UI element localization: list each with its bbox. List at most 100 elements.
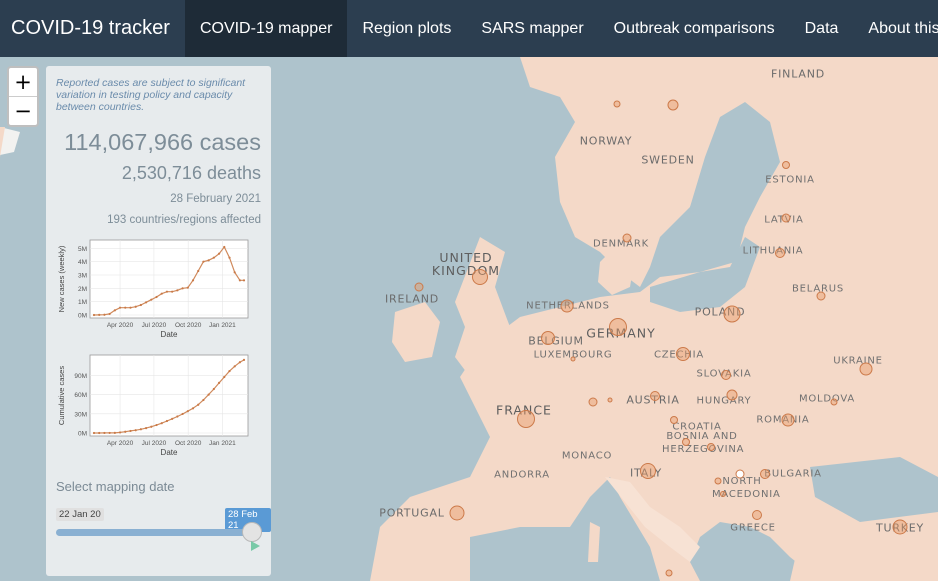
case-bubble[interactable] [607, 397, 613, 403]
y-tick-label: 0M [78, 313, 87, 320]
data-point [103, 431, 106, 435]
plot-area [89, 239, 249, 319]
case-bubble[interactable] [859, 362, 873, 376]
data-point [113, 431, 116, 434]
x-tick-label: Jul 2020 [142, 322, 167, 329]
label-lithuania: LITHUANIA [742, 245, 804, 257]
y-tick-label: 5M [78, 246, 87, 253]
tab-covid-mapper[interactable]: COVID-19 mapper [184, 0, 348, 57]
case-bubble[interactable] [414, 282, 424, 292]
data-point [212, 256, 215, 259]
case-bubble[interactable] [726, 389, 738, 401]
data-point [197, 403, 200, 406]
case-bubble[interactable] [781, 413, 795, 427]
data-point [186, 410, 189, 413]
data-point [155, 423, 158, 427]
case-bubble[interactable] [721, 370, 731, 380]
data-point [118, 306, 122, 309]
tab-data[interactable]: Data [804, 19, 839, 37]
y-tick-label: 30M [74, 411, 87, 418]
x-tick-label: Apr 2020 [107, 440, 134, 447]
data-point [197, 269, 200, 273]
label-moldova: MOLDOVA [798, 393, 856, 405]
case-bubble[interactable] [665, 569, 673, 577]
case-bubble[interactable] [720, 491, 726, 497]
case-bubble[interactable] [781, 213, 791, 223]
case-bubble[interactable] [892, 519, 908, 535]
date-slider-handle[interactable] [242, 522, 262, 542]
play-icon[interactable] [251, 541, 260, 551]
case-bubble[interactable] [723, 305, 741, 323]
zoom-in-button[interactable]: + [9, 68, 37, 97]
label-andorra: ANDORRA [494, 469, 550, 481]
label-sweden: SWEDEN [641, 153, 695, 167]
case-bubble[interactable] [782, 161, 790, 169]
data-point [155, 295, 158, 299]
label-croatia: CROATIA [672, 421, 722, 433]
case-bubble[interactable] [613, 100, 621, 108]
case-bubble[interactable] [609, 318, 627, 336]
tab-about[interactable]: About this site [868, 19, 938, 37]
data-point [108, 431, 111, 435]
label-portugal: PORTUGAL [379, 506, 445, 520]
navbar: COVID-19 tracker COVID-19 mapper Region … [0, 0, 938, 57]
case-bubble[interactable] [676, 347, 690, 361]
data-point [92, 431, 96, 435]
x-tick-label: Oct 2020 [175, 440, 202, 447]
data-point [217, 252, 221, 255]
y-tick-label: 2M [78, 286, 87, 293]
tab-sars-mapper[interactable]: SARS mapper [481, 19, 584, 37]
case-bubble[interactable] [752, 510, 762, 520]
x-tick-label: Jul 2020 [142, 440, 167, 447]
case-bubble[interactable] [670, 416, 678, 424]
case-bubble[interactable] [667, 99, 679, 111]
label-bosnia-herzegovina: BOSNIA AND HERZEGOVINA [662, 431, 745, 455]
case-bubble[interactable] [449, 505, 465, 521]
data-point [129, 306, 132, 309]
case-bubble[interactable] [830, 398, 838, 406]
label-denmark: DENMARK [592, 238, 650, 250]
tab-outbreak-comparisons[interactable]: Outbreak comparisons [613, 19, 775, 37]
case-bubble[interactable] [622, 233, 632, 243]
data-point [139, 428, 142, 431]
case-bubble[interactable] [760, 469, 770, 479]
data-point [171, 290, 174, 293]
data-point [98, 313, 101, 316]
case-bubble[interactable] [775, 248, 785, 258]
info-panel: Reported cases are subject to significan… [46, 66, 271, 576]
case-bubble[interactable] [707, 443, 715, 451]
case-bubble[interactable] [650, 391, 660, 401]
date-slider-track[interactable] [56, 529, 255, 536]
data-point [134, 305, 137, 308]
data-point [238, 361, 242, 364]
data-point [134, 429, 137, 432]
case-bubble[interactable] [588, 397, 598, 407]
case-bubble[interactable] [682, 438, 690, 446]
case-bubble[interactable] [517, 410, 535, 428]
x-tick-label: Jan 2021 [209, 440, 236, 447]
label-monaco: MONACO [561, 450, 613, 462]
data-point [242, 279, 246, 282]
case-bubble-selected[interactable] [735, 469, 745, 479]
case-bubble[interactable] [816, 291, 826, 301]
case-bubble[interactable] [472, 269, 488, 285]
tab-region-plots[interactable]: Region plots [362, 19, 452, 37]
data-point [124, 430, 127, 433]
label-hungary: HUNGARY [696, 395, 752, 407]
y-tick-label: 4M [78, 259, 87, 266]
case-bubble[interactable] [570, 356, 576, 362]
y-tick-label: 90M [74, 373, 87, 380]
label-ukraine: UKRAINE [833, 355, 883, 367]
data-point [202, 260, 205, 263]
case-bubble[interactable] [640, 463, 656, 479]
x-tick-label: Jan 2021 [209, 322, 236, 329]
cumulative-cases-chart: 0M 30M 60M 90M Apr 2020 Jul 2020 Oct 2020 Jan 2… [57, 354, 249, 457]
case-bubble[interactable] [541, 331, 555, 345]
y-tick-label: 60M [74, 392, 87, 399]
brand-title[interactable]: COVID-19 tracker [11, 17, 170, 39]
data-point [238, 279, 242, 282]
case-bubble[interactable] [714, 477, 722, 485]
zoom-out-button[interactable]: − [14, 99, 32, 123]
x-tick-label: Oct 2020 [175, 322, 202, 329]
case-bubble[interactable] [560, 299, 574, 313]
